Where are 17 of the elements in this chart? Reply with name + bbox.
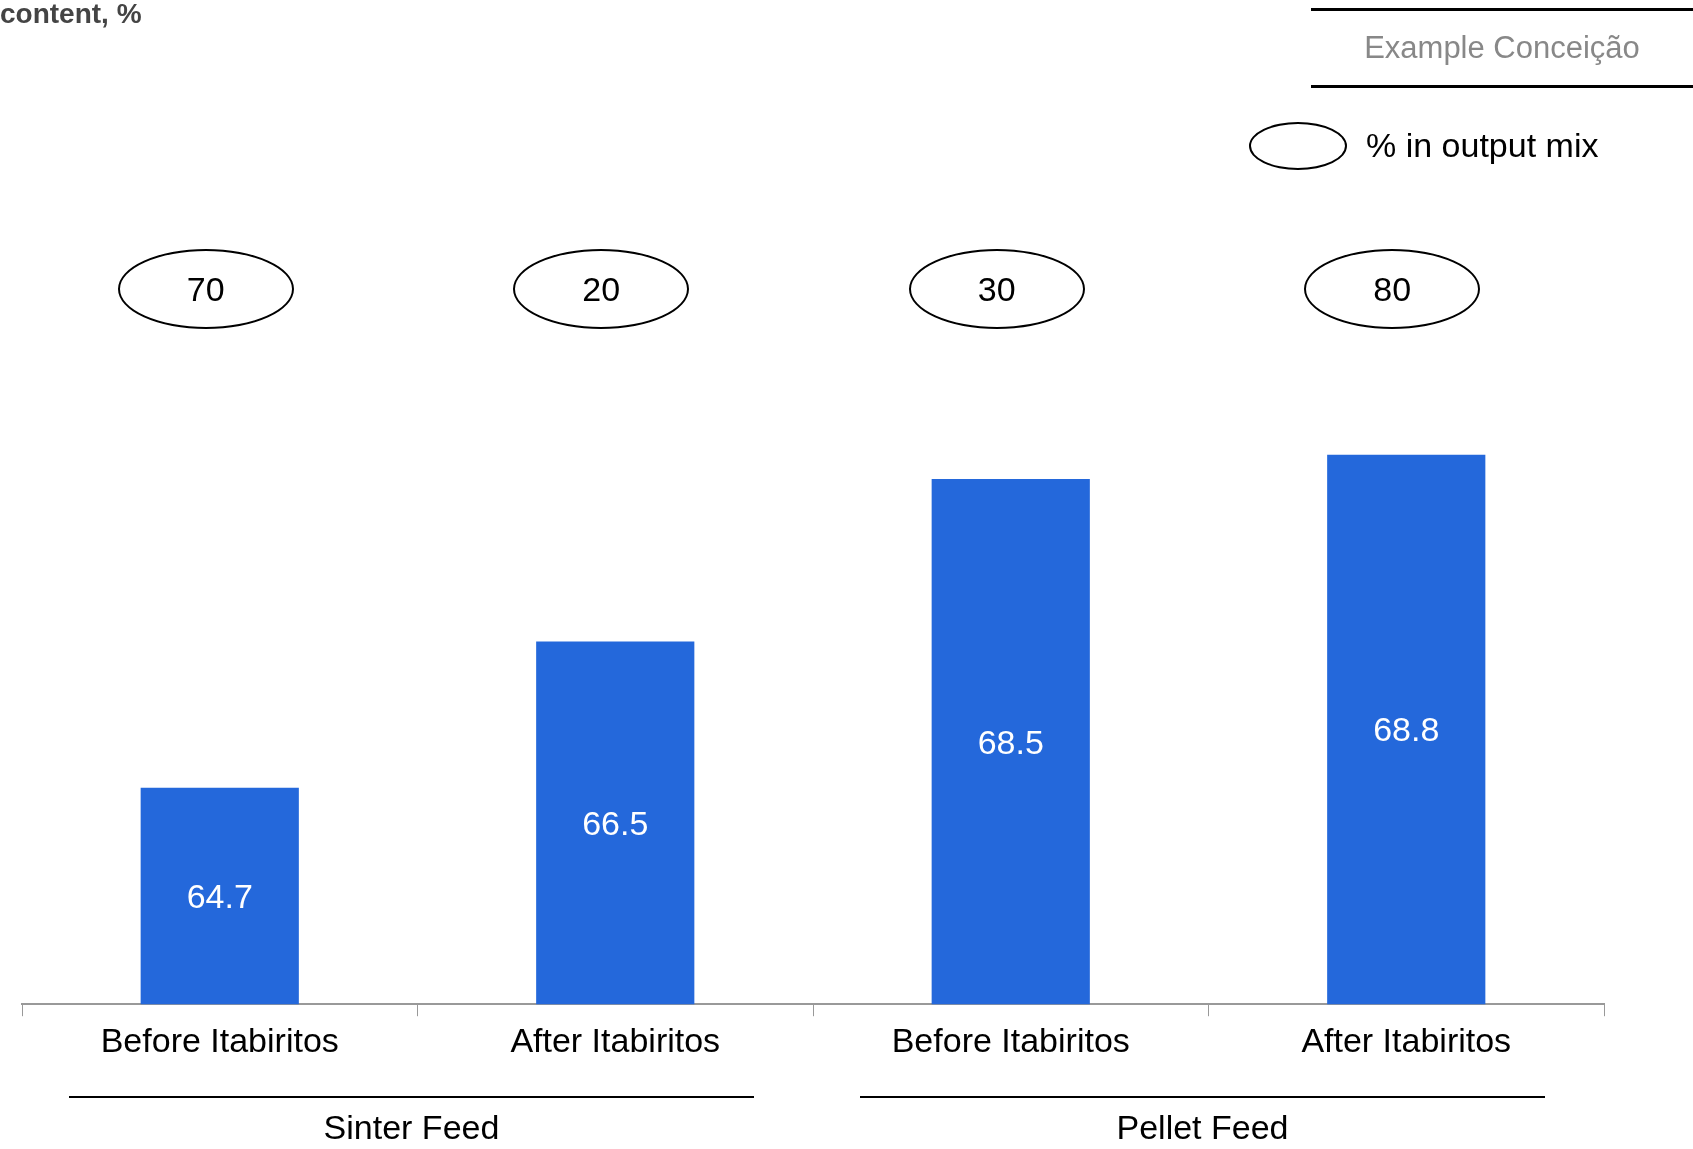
x-tick-label: Before Itabiritos (100, 1020, 339, 1059)
x-tick-label: Before Itabiritos (891, 1020, 1130, 1059)
data-label: 68.8 (1372, 709, 1441, 750)
data-label: 66.5 (581, 802, 650, 843)
annotation: Pellet Feed (1115, 1108, 1290, 1147)
text: 70 (185, 270, 226, 309)
annotation: Sinter Feed (322, 1108, 501, 1147)
x-tick-label: After Itabiritos (1301, 1020, 1512, 1059)
text: 20 (581, 270, 622, 309)
data-label: 68.5 (976, 721, 1045, 762)
text: 80 (1372, 270, 1413, 309)
text: % in output mix (1366, 126, 1599, 165)
text: 30 (976, 270, 1017, 309)
data-label: 64.7 (185, 875, 254, 916)
x-tick-label: After Itabiritos (510, 1020, 721, 1059)
chart-title: content, % (0, 0, 142, 30)
text: Example Conceição (1363, 30, 1641, 66)
